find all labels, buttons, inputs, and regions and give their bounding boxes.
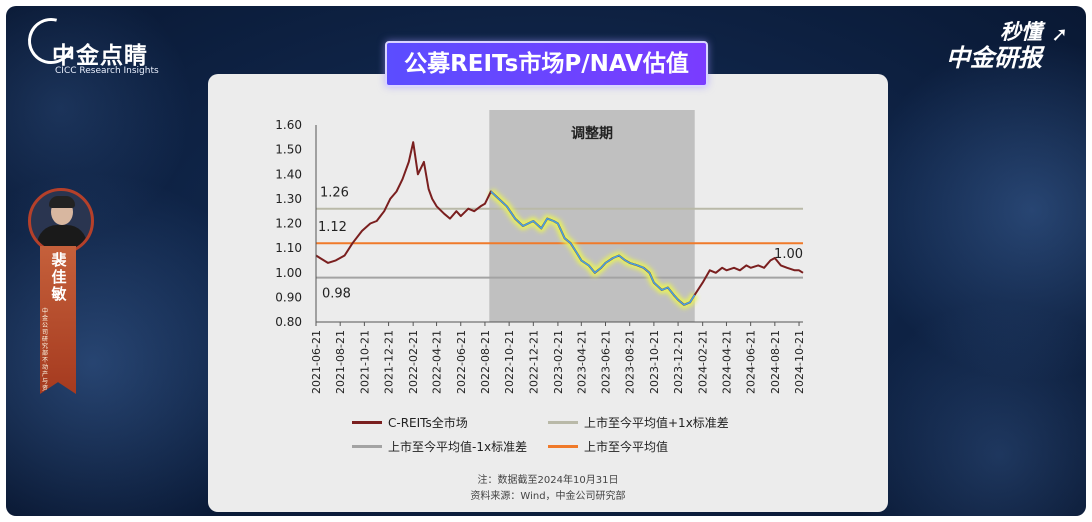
series-line-highlighted <box>490 190 696 306</box>
source-note: 资料来源：Wind，中金公司研究部 <box>470 491 626 502</box>
legend-swatch-lower <box>352 445 382 448</box>
y-tick-label: 1.00 <box>275 266 302 280</box>
footnote: 注：数据截至2024年10月31日 <box>477 475 619 486</box>
y-tick-label: 1.10 <box>275 241 302 255</box>
x-tick-label: 2023-06-21 <box>600 330 613 394</box>
brand-badge: 秒懂 中金研报 ➚ <box>946 20 1068 72</box>
y-tick-label: 1.20 <box>275 217 302 231</box>
y-tick-label: 1.30 <box>275 192 302 206</box>
presenter-ribbon: 裴佳敏 中金公司研究部不动产与资产服务分析师 SAC执业证书编号：S008052… <box>40 246 76 394</box>
x-tick-label: 2022-12-21 <box>527 330 540 394</box>
x-tick-label: 2021-08-21 <box>334 330 347 394</box>
legend-item-main: C-REITs全市场 <box>352 414 468 431</box>
brand-line-1: 秒懂 <box>1000 20 1042 44</box>
x-tick-label: 2022-06-21 <box>455 330 468 394</box>
presenter-name: 裴佳敏 <box>51 251 67 303</box>
x-tick-label: 2024-04-21 <box>720 330 733 394</box>
legend-swatch-mean <box>548 445 578 448</box>
logo-english-text: CICC Research Insights <box>55 66 159 76</box>
y-tick-label: 1.40 <box>275 167 302 181</box>
legend-label-upper: 上市至今平均值+1x标准差 <box>584 416 729 430</box>
x-tick-label: 2023-02-21 <box>552 330 565 394</box>
x-tick-label: 2024-06-21 <box>745 330 758 394</box>
shaded-region-label: 调整期 <box>571 125 613 142</box>
x-tick-label: 2024-10-21 <box>793 330 806 394</box>
legend-label-main: C-REITs全市场 <box>388 416 468 430</box>
chart-title-banner: 公募REITs市场P/NAV估值 <box>385 41 708 87</box>
x-tick-label: 2021-12-21 <box>383 330 396 394</box>
value-annotation: 1.26 <box>320 186 349 201</box>
presenter-certificate: 中金公司研究部不动产与资产服务分析师 SAC执业证书编号：S0080523050… <box>42 308 55 516</box>
y-tick-label: 1.50 <box>275 143 302 157</box>
legend-swatch-main <box>352 421 382 424</box>
x-tick-label: 2022-10-21 <box>503 330 516 394</box>
y-tick-label: 1.60 <box>275 118 302 132</box>
x-tick-label: 2023-04-21 <box>575 330 588 394</box>
value-annotation: 1.00 <box>774 247 803 262</box>
x-tick-label: 2023-08-21 <box>624 330 637 394</box>
swoosh-icon: ➚ <box>1051 22 1068 46</box>
logo-chinese-text: 中金点睛 <box>52 43 148 69</box>
x-tick-label: 2023-12-21 <box>672 330 685 394</box>
x-tick-label: 2022-02-21 <box>407 330 420 394</box>
legend-item-mean: 上市至今平均值 <box>548 438 668 455</box>
x-tick-label: 2022-08-21 <box>479 330 492 394</box>
legend-label-mean: 上市至今平均值 <box>584 440 669 454</box>
x-tick-label: 2022-04-21 <box>431 330 444 394</box>
y-tick-label: 0.90 <box>275 290 302 304</box>
x-tick-label: 2023-10-21 <box>648 330 661 394</box>
value-annotation: 1.12 <box>318 220 347 235</box>
legend-swatch-upper <box>548 421 578 424</box>
y-tick-label: 0.80 <box>275 315 302 329</box>
value-annotation: 0.98 <box>322 287 351 302</box>
x-tick-label: 2021-10-21 <box>358 330 371 394</box>
legend-label-lower: 上市至今平均值-1x标准差 <box>388 440 528 454</box>
x-tick-label: 2021-06-21 <box>310 330 323 394</box>
legend-item-lower: 上市至今平均值-1x标准差 <box>352 438 527 455</box>
x-tick-label: 2024-02-21 <box>697 330 710 394</box>
legend-item-upper: 上市至今平均值+1x标准差 <box>548 414 729 431</box>
brand-line-2: 中金研报 <box>946 44 1042 72</box>
x-tick-label: 2024-08-21 <box>769 330 782 394</box>
